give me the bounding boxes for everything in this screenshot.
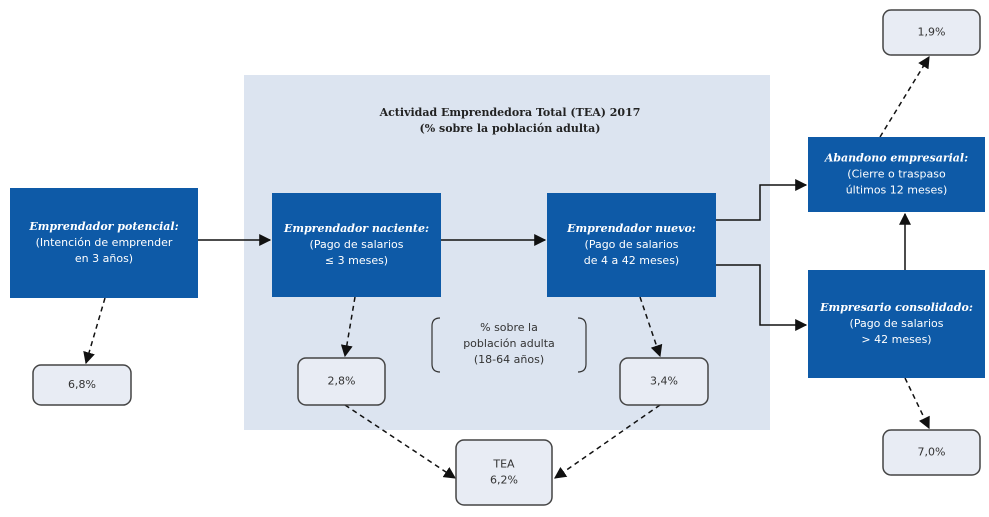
stage-title: Emprendador naciente: (283, 222, 429, 235)
rate-text: 7,0% (918, 446, 946, 459)
stage: Emprendador nuevo: (Pago de salarios de 4 … (547, 193, 716, 297)
stage-box (547, 193, 716, 297)
stage-text: en 3 años) (75, 252, 133, 265)
stage-box (10, 188, 198, 298)
stage-title: Emprendador potencial: (28, 220, 178, 233)
rate-text: 2,8% (328, 375, 356, 388)
stage-text: (Pago de salarios (310, 238, 404, 251)
stage-title: Empresario consolidado: (819, 301, 973, 314)
stage-box (808, 270, 985, 378)
rate-box (297, 357, 386, 406)
stage-text: (Pago de salarios (850, 317, 944, 330)
rate-text: 3,4% (650, 375, 678, 388)
stage-box (808, 137, 985, 212)
panel-title: (% sobre la población adulta) (420, 122, 601, 135)
note-text: % sobre la (480, 321, 538, 334)
stage-title: Emprendador nuevo: (566, 222, 696, 235)
stage-text: últimos 12 meses) (846, 184, 948, 197)
stage-text: (Intención de emprender (36, 236, 173, 249)
rate-box (882, 429, 981, 476)
rate-text: 6,8% (68, 378, 96, 391)
panel-title: Actividad Emprendedora Total (TEA) 2017 (379, 106, 641, 119)
rate-box (882, 9, 981, 56)
stage: Empresario consolidado: (Pago de salarios… (808, 270, 985, 378)
stage-text: > 42 meses) (861, 333, 931, 346)
stage: Emprendador naciente: (Pago de salarios ≤ … (272, 193, 441, 297)
stage-box (272, 193, 441, 297)
stage-title: Abandono empresarial: (824, 152, 968, 165)
stage-text: (Pago de salarios (585, 238, 679, 251)
stage-text: ≤ 3 meses) (325, 254, 388, 267)
rate-box (32, 364, 132, 406)
stage-text: de 4 a 42 meses) (584, 254, 679, 267)
note-text: población adulta (463, 337, 555, 350)
rate-text: 1,9% (918, 26, 946, 39)
arrows (83, 55, 930, 479)
stage: Abandono empresarial: (Cierre o traspaso ú… (808, 137, 985, 212)
note-text: (18-64 años) (474, 353, 544, 366)
note-brackets (431, 317, 587, 373)
stage-text: (Cierre o traspaso (847, 168, 946, 181)
stage: Emprendador potencial: (Intención de empr… (10, 188, 198, 298)
rate-box (455, 439, 553, 506)
rate-text: 6,2% (490, 474, 518, 487)
rate-box (619, 357, 709, 406)
rate-text: TEA (492, 458, 515, 471)
